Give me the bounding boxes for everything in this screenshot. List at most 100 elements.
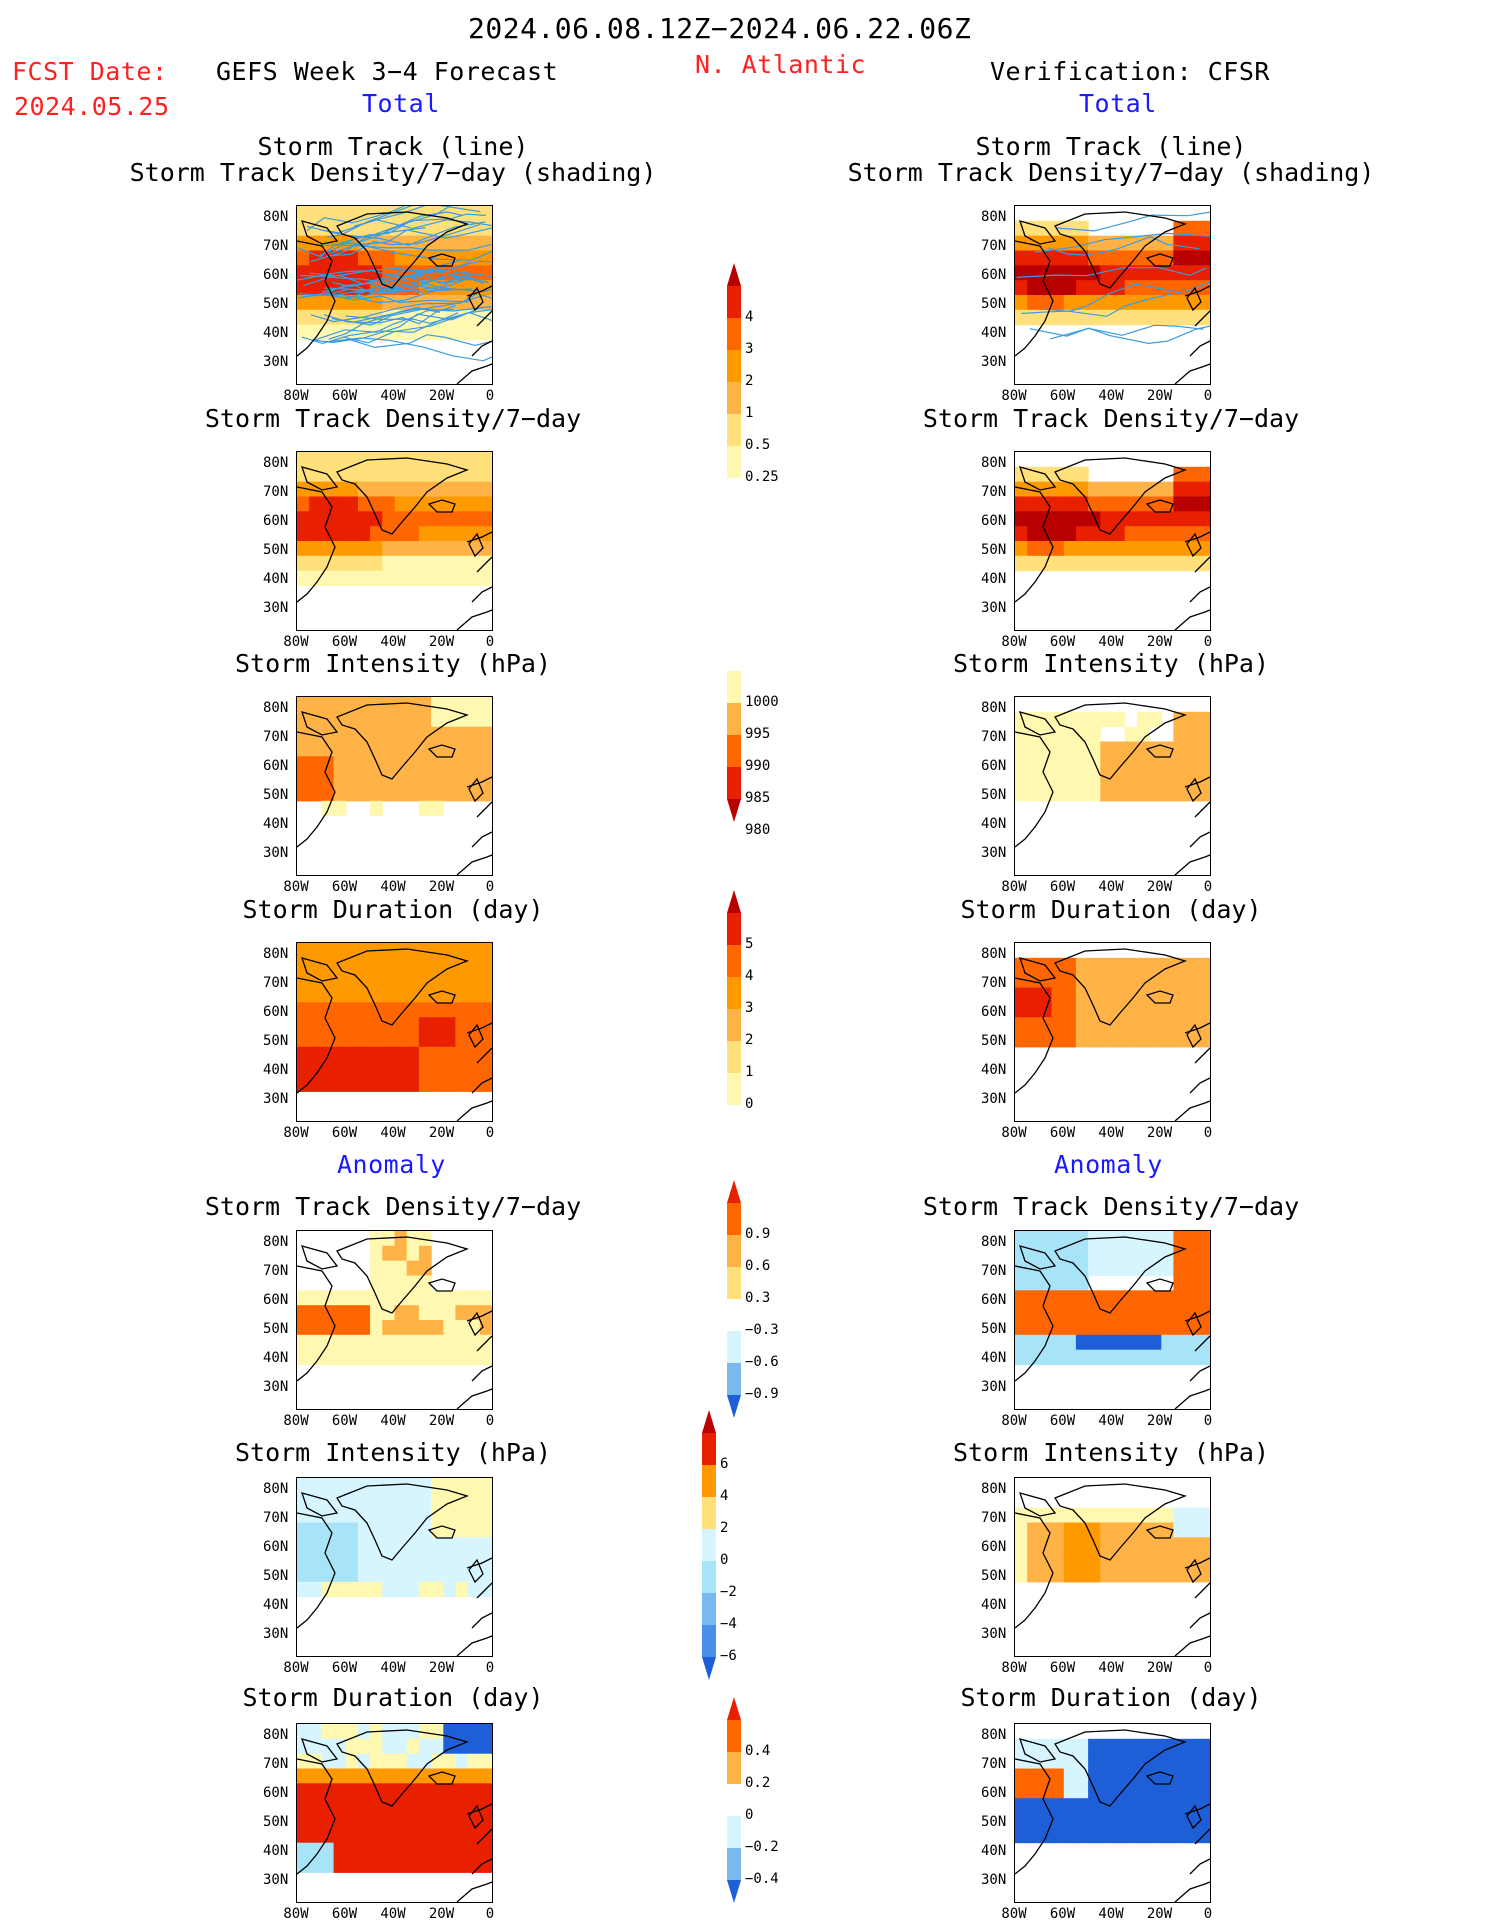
heatmap-cell (345, 1552, 359, 1568)
lat-tick-label: 80N (263, 1481, 289, 1497)
heatmap-cell (382, 726, 396, 743)
heatmap-cell (345, 1032, 359, 1048)
heatmap-cell (1063, 711, 1077, 728)
heatmap-cell (406, 250, 420, 266)
heatmap-cell (1039, 1522, 1053, 1538)
heatmap-cell (406, 771, 420, 787)
heatmap-cell (1088, 1320, 1101, 1336)
heatmap-cell (1161, 1305, 1175, 1321)
heatmap-cell (321, 786, 335, 802)
heatmap-cell (1173, 309, 1187, 326)
heatmap-cell (1124, 1753, 1138, 1770)
heatmap-cell (1088, 1522, 1101, 1538)
lat-tick-label: 80N (263, 209, 289, 225)
heatmap-cell (1015, 1738, 1028, 1755)
heatmap-cell (431, 972, 444, 989)
lat-tick-label: 50N (981, 1033, 1007, 1049)
heatmap-cell (382, 1827, 396, 1844)
heatmap-cell (1063, 555, 1077, 572)
heatmap-cell (455, 1349, 469, 1366)
heatmap-cell (394, 1492, 408, 1509)
heatmap-cell (394, 1567, 408, 1583)
heatmap-cell (297, 1537, 310, 1553)
heatmap-cell (1161, 309, 1175, 326)
heatmap-cell (394, 1827, 408, 1844)
heatmap-cell (1027, 511, 1040, 527)
colorbar-tick-label: 1 (745, 1064, 754, 1080)
heatmap-cell (1051, 1552, 1065, 1568)
colorbar-segment (727, 1363, 741, 1396)
panel-title-fc-track-line: Storm Track (line) (257, 132, 529, 161)
heatmap-cell (1197, 756, 1210, 772)
lat-tick-label: 40N (981, 1062, 1007, 1078)
heatmap-cell (1051, 1305, 1065, 1321)
heatmap-cell (479, 541, 492, 557)
heatmap-cell (1015, 726, 1028, 743)
colorbar-tick-label: −6 (720, 1648, 737, 1664)
heatmap-cell (370, 1522, 383, 1538)
heatmap-cell (1161, 756, 1175, 772)
heatmap-cell (394, 1581, 408, 1598)
colorbar-segment (727, 703, 741, 736)
heatmap-cell (467, 1320, 481, 1336)
heatmap-cell (1185, 1567, 1199, 1583)
heatmap-cell (479, 943, 492, 959)
heatmap-cell (1100, 1783, 1114, 1799)
colorbar-tick-label: 0.5 (745, 437, 771, 453)
heatmap-cell (1112, 972, 1126, 989)
heatmap-cell (1197, 1768, 1210, 1784)
heatmap-cell (1088, 295, 1101, 311)
heatmap-cell (1149, 1349, 1162, 1366)
heatmap-cell (297, 1334, 310, 1351)
heatmap-cell (1185, 771, 1199, 787)
heatmap-cell (394, 555, 408, 572)
lon-tick-label: 80W (1001, 1906, 1027, 1922)
heatmap-cell (1136, 1260, 1150, 1277)
heatmap-cell (1161, 1334, 1175, 1351)
heatmap-cell (345, 756, 359, 772)
heatmap-cell (370, 1076, 383, 1092)
heatmap-cell (1112, 1290, 1126, 1306)
heatmap-cell (297, 1842, 310, 1859)
heatmap-cell (1161, 1552, 1175, 1568)
lat-tick-label: 60N (263, 1785, 289, 1801)
heatmap-cell (1027, 1032, 1040, 1048)
heatmap-cell (357, 1827, 371, 1844)
heatmap-cell (1173, 1813, 1187, 1829)
heatmap-cell (1075, 786, 1089, 802)
lat-tick-label: 40N (263, 1350, 289, 1366)
heatmap-cell (1185, 1305, 1199, 1321)
heatmap-cell (309, 570, 322, 587)
heatmap-cell (1149, 972, 1162, 989)
heatmap-cell (309, 206, 322, 222)
heatmap-cell (1136, 711, 1150, 728)
heatmap-cell (1075, 1017, 1089, 1033)
heatmap-cell (418, 1305, 432, 1321)
heatmap-cell (1075, 1305, 1089, 1321)
lat-tick-label: 60N (263, 1004, 289, 1020)
heatmap-cell (479, 1076, 492, 1092)
heatmap-cell (431, 1305, 444, 1321)
heatmap-cell (431, 786, 444, 802)
heatmap-cell (1112, 1305, 1126, 1321)
heatmap-cell (1161, 1507, 1175, 1524)
colorbar-segment (727, 350, 741, 383)
colorbar-top-arrow (727, 648, 741, 671)
coastline (1145, 990, 1174, 1004)
heatmap-cell (370, 1567, 383, 1583)
heatmap-cell (394, 1349, 408, 1366)
heatmap-cell (357, 1478, 371, 1494)
heatmap-cell (1015, 1260, 1028, 1277)
coastline (1054, 948, 1187, 1026)
coastline (456, 531, 492, 630)
heatmap-cell (479, 786, 492, 802)
heatmap-cell (1124, 481, 1138, 498)
heatmap-cell (1136, 741, 1150, 757)
heatmap-cell (1100, 771, 1114, 787)
heatmap-cell (309, 1320, 322, 1336)
heatmap-cell (1124, 496, 1138, 512)
heatmap-cell (431, 541, 444, 557)
heatmap-cell (1112, 1334, 1126, 1351)
heatmap-cell (370, 250, 383, 266)
heatmap-cell (297, 526, 310, 542)
